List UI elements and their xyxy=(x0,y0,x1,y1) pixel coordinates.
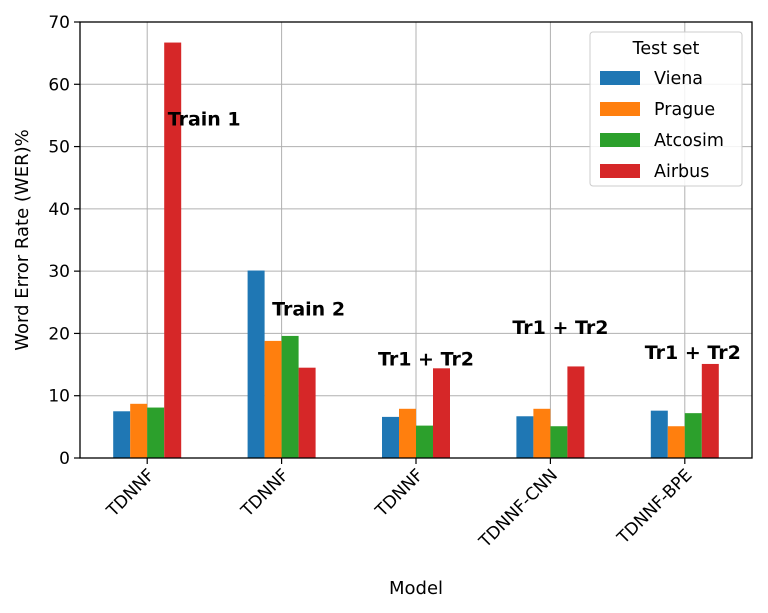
annotation-label: Train 1 xyxy=(168,109,241,131)
axes xyxy=(74,21,753,464)
legend-swatch-prague xyxy=(600,102,640,116)
y-tick-label: 10 xyxy=(48,387,70,407)
bar-viena-3 xyxy=(516,416,534,458)
legend-label-atcosim: Atcosim xyxy=(654,131,724,151)
bar-viena-2 xyxy=(382,416,399,458)
bar-atcosim-0 xyxy=(147,407,165,458)
y-tick-label: 70 xyxy=(48,13,70,33)
bar-airbus-0 xyxy=(164,42,182,458)
annotation-label: Tr1 + Tr2 xyxy=(645,342,741,364)
bar-prague-2 xyxy=(399,408,416,458)
annotations: Train 1 Train 2 Tr1 + Tr2 Tr1 + Tr2 Tr1 + Tr… xyxy=(168,109,741,371)
bar-atcosim-3 xyxy=(550,426,568,458)
bar-viena-4 xyxy=(650,410,668,458)
bar-prague-0 xyxy=(130,403,148,458)
bar-prague-3 xyxy=(533,408,551,458)
annotation-label: Tr1 + Tr2 xyxy=(378,348,474,370)
grid-lines xyxy=(80,21,752,459)
legend-swatch-atcosim xyxy=(600,133,640,147)
y-axis-label: Word Error Rate (WER)% xyxy=(12,129,33,350)
bar-viena-1 xyxy=(247,270,265,458)
legend: Test set Viena Prague Atcosim Airbus xyxy=(589,31,743,187)
bar-airbus-1 xyxy=(298,367,316,458)
legend-title: Test set xyxy=(632,39,700,59)
y-tick-label: 40 xyxy=(48,200,70,220)
legend-label-airbus: Airbus xyxy=(654,162,709,182)
x-tick-label: TDNNF xyxy=(102,465,158,521)
bar-atcosim-4 xyxy=(684,413,702,458)
bar-airbus-3 xyxy=(567,366,585,458)
x-axis-label: Model xyxy=(389,578,443,599)
bar-atcosim-2 xyxy=(416,425,433,458)
legend-swatch-airbus xyxy=(600,164,640,178)
y-tick-label: 20 xyxy=(48,324,70,344)
bars xyxy=(113,42,719,458)
y-tick-label: 60 xyxy=(48,75,70,95)
bar-viena-0 xyxy=(113,411,131,458)
x-tick-label: TDNNF xyxy=(371,465,427,521)
bar-airbus-2 xyxy=(433,368,450,458)
x-tick-label: TDNNF-CNN xyxy=(475,465,562,552)
x-tick-label: TDNNF xyxy=(237,465,293,521)
y-tick-label: 0 xyxy=(59,449,70,469)
bar-airbus-4 xyxy=(701,363,719,458)
legend-label-viena: Viena xyxy=(654,69,703,89)
x-tick-label: TDNNF-BPE xyxy=(613,465,696,548)
annotation-label: Train 2 xyxy=(272,299,345,321)
bar-prague-1 xyxy=(264,340,282,458)
legend-box xyxy=(589,31,743,187)
y-tick-label: 30 xyxy=(48,262,70,282)
y-tick-label: 50 xyxy=(48,138,70,158)
bar-prague-4 xyxy=(667,426,685,458)
legend-label-prague: Prague xyxy=(654,100,715,120)
annotation-label: Tr1 + Tr2 xyxy=(512,317,608,339)
legend-swatch-viena xyxy=(600,71,640,85)
bar-atcosim-1 xyxy=(281,335,299,458)
